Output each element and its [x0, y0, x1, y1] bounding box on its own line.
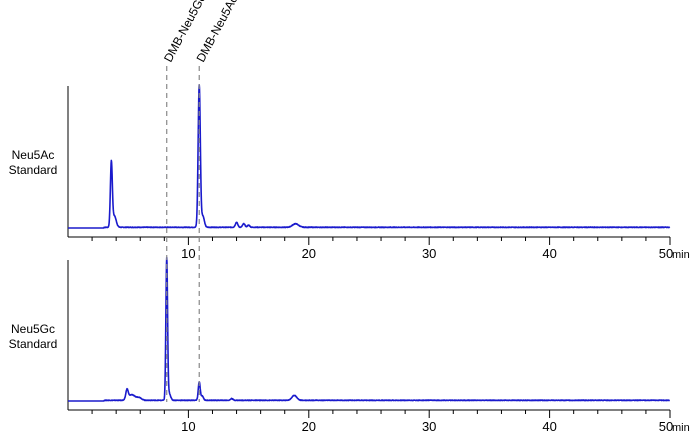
panel-1-x-tick-label: 40 [542, 246, 556, 261]
panel-2-x-tick-label: 20 [302, 419, 316, 434]
panel-1-x-tick-label: 50 [659, 246, 673, 261]
panel-2-label: Neu5Gc Standard [0, 322, 68, 352]
panel-2-x-tick-label: 30 [422, 419, 436, 434]
panel-2-trace-1 [68, 256, 671, 402]
panel-1-label-line-2: Standard [8, 163, 58, 177]
panel-1-label: Neu5Ac Standard [0, 148, 68, 178]
panel-2-x-tick-label: 40 [542, 419, 556, 434]
panel-1-x-tick-label: 10 [181, 246, 195, 261]
panel-1-x-tick-label: 20 [302, 246, 316, 261]
panel-2-label-line-1: Neu5Gc [10, 322, 56, 336]
panel-2-x-unit-label: min [672, 422, 690, 434]
panel-2-label-line-2: Standard [8, 337, 58, 351]
panel-2-x-tick-label: 50 [659, 419, 673, 434]
panel-1-trace-1 [68, 84, 671, 229]
panel-2-x-tick-label: 10 [181, 419, 195, 434]
panel-1-x-tick-label: 30 [422, 246, 436, 261]
panel-1-x-unit-label: min [672, 249, 690, 261]
panel-1-label-line-1: Neu5Ac [11, 148, 55, 162]
